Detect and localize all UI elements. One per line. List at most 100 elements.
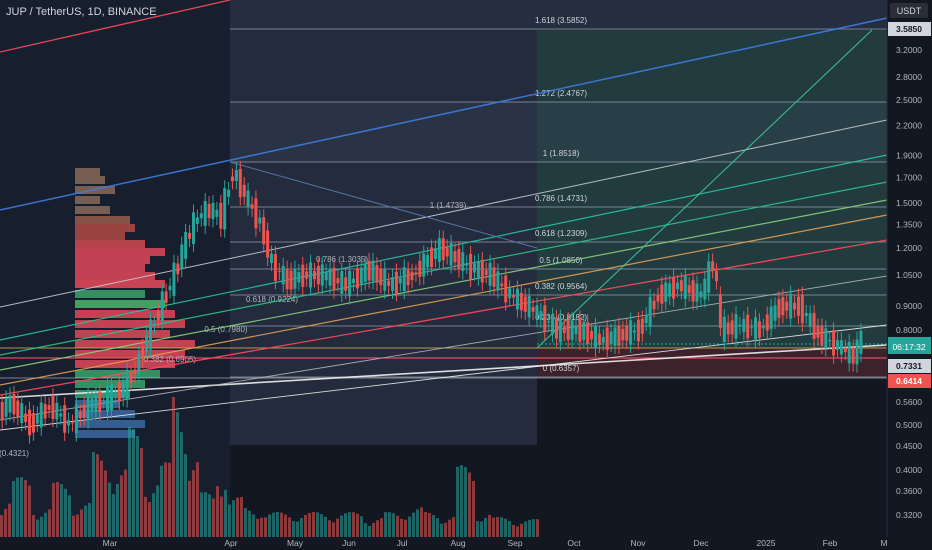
volume-bar xyxy=(12,480,15,537)
price-tick-label: 0.8000 xyxy=(896,325,922,335)
volume-profile-row xyxy=(75,264,145,272)
candle-body xyxy=(250,204,254,209)
candle-body xyxy=(562,327,566,333)
candle-body xyxy=(51,396,55,419)
candle-body xyxy=(336,278,340,284)
volume-profile-row xyxy=(75,350,185,358)
volume-bar xyxy=(444,522,447,537)
candle-body xyxy=(152,323,156,327)
time-tick-label: Mar xyxy=(103,538,118,548)
volume-bar xyxy=(292,521,295,537)
candle-body xyxy=(621,328,625,341)
candle-body xyxy=(609,331,613,344)
volume-bar xyxy=(300,517,303,537)
time-axis[interactable]: Mar Apr May Jun Jul Aug Sep Oct Nov Dec 2025 Feb M xyxy=(0,537,888,550)
volume-bar xyxy=(412,512,415,537)
time-tick-label: Sep xyxy=(507,538,522,548)
volume-bar xyxy=(356,513,359,537)
volume-bar xyxy=(164,462,167,537)
price-tick-label: 0.5600 xyxy=(896,397,922,407)
candle-body xyxy=(824,328,828,349)
candle-body xyxy=(203,200,207,226)
candle-body xyxy=(715,271,718,282)
volume-bar xyxy=(460,465,463,537)
time-tick-label: Nov xyxy=(630,538,646,548)
price-tick-label: 2.8000 xyxy=(896,72,922,82)
target-zone xyxy=(537,30,887,348)
volume-bar xyxy=(484,517,487,537)
volume-bar xyxy=(108,482,111,537)
volume-bar xyxy=(92,452,95,537)
candle-body xyxy=(355,268,359,289)
volume-bar xyxy=(16,477,19,537)
candle-body xyxy=(473,263,476,273)
candle-body xyxy=(672,277,676,299)
volume-bar xyxy=(184,454,187,537)
candle-body xyxy=(800,294,804,324)
candle-body xyxy=(106,386,110,412)
candle-body xyxy=(707,261,711,293)
candle-body xyxy=(574,325,578,335)
candle-body xyxy=(519,292,523,311)
candle-body xyxy=(469,253,473,279)
volume-bar xyxy=(332,522,335,537)
candle-body xyxy=(324,271,328,281)
volume-bar xyxy=(452,517,455,537)
candle-body xyxy=(718,294,722,328)
volume-bar xyxy=(136,436,139,537)
candle-body xyxy=(773,305,777,321)
volume-bar xyxy=(472,480,475,537)
price-axis-bg xyxy=(887,0,932,550)
candle-body xyxy=(781,297,785,316)
candle-body xyxy=(457,248,461,270)
volume-bar xyxy=(252,514,255,537)
volume-bar xyxy=(0,515,3,537)
candle-body xyxy=(246,190,250,208)
volume-bar xyxy=(68,495,71,537)
time-tick-label: May xyxy=(287,538,304,548)
candle-body xyxy=(675,282,679,290)
inner-fib-label: 1 (1.4739) xyxy=(430,201,467,210)
candle-body xyxy=(379,268,383,286)
price-axis[interactable]: USDT 3.2000 2.8000 2.5000 2.2000 1.9000 1.7000… xyxy=(886,0,932,550)
volume-bar xyxy=(516,526,519,537)
candle-body xyxy=(258,217,262,224)
candle-body xyxy=(219,202,223,229)
volume-bar xyxy=(340,515,343,537)
price-tag-label: 0.7331 xyxy=(896,361,922,371)
volume-profile-row xyxy=(75,168,100,176)
volume-profile-row xyxy=(75,290,145,298)
candle-body xyxy=(441,238,445,261)
volume-bar xyxy=(336,518,339,537)
candle-body xyxy=(578,318,582,342)
candle-body xyxy=(262,217,266,245)
volume-bar xyxy=(212,498,215,537)
volume-bar xyxy=(120,475,123,537)
volume-profile-row xyxy=(75,420,145,428)
price-tag-label: 0.6414 xyxy=(896,376,922,386)
candle-body xyxy=(145,336,149,352)
price-tag-label: 3.5850 xyxy=(896,24,922,34)
candle-body xyxy=(843,347,847,353)
candle-body xyxy=(352,278,355,284)
inner-fib-label: 0.618 (0.9224) xyxy=(246,295,298,304)
candle-body xyxy=(35,414,39,424)
volume-bar xyxy=(76,514,79,537)
candle-body xyxy=(363,264,367,282)
volume-bar xyxy=(240,497,243,537)
candle-body xyxy=(94,394,98,413)
candle-body xyxy=(320,264,324,286)
volume-profile-row xyxy=(75,330,170,338)
fib-level-label: 0 (0.6357) xyxy=(543,364,580,373)
symbol-title[interactable]: JUP / TetherUS, 1D, BINANCE xyxy=(6,6,157,18)
candle-body xyxy=(391,277,395,291)
candle-body xyxy=(398,278,402,284)
volume-bar xyxy=(508,520,511,537)
candle-body xyxy=(668,283,672,297)
candle-body xyxy=(793,302,797,310)
candle-body xyxy=(191,212,195,244)
channel-line xyxy=(0,0,231,53)
volume-profile-row xyxy=(75,256,150,264)
